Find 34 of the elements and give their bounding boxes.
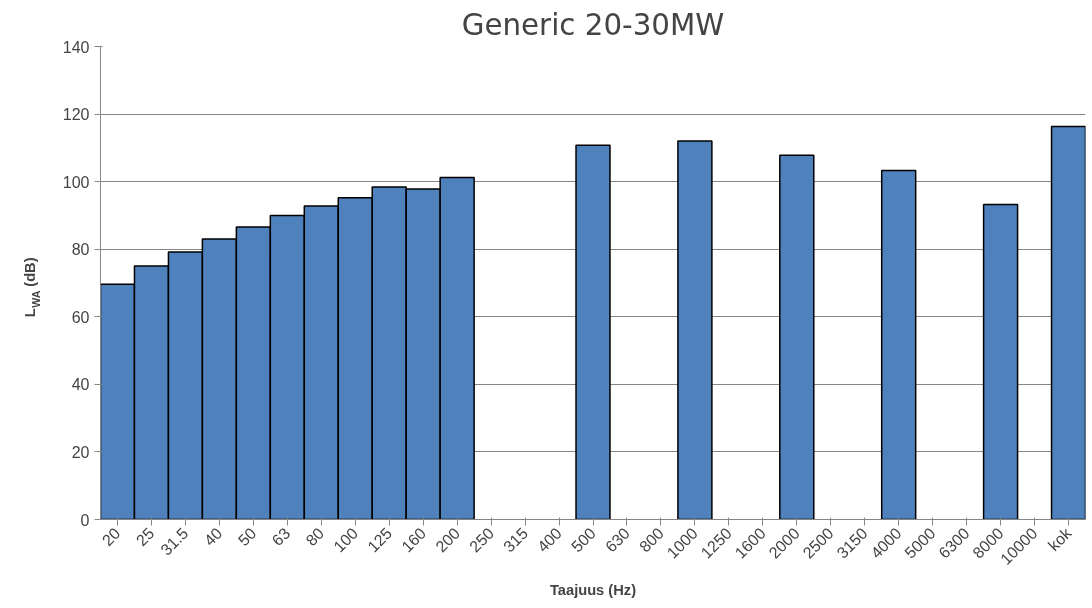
x-tick-label: 315 (500, 524, 532, 556)
y-tick-label: 120 (62, 106, 90, 124)
bar (880, 169, 917, 520)
x-tick-label: 80 (302, 524, 328, 550)
x-tick-label: kok (1044, 523, 1076, 555)
x-tick-label: 63 (268, 524, 294, 550)
x-tick-label: 25 (132, 524, 158, 550)
x-tick-label: 100 (330, 524, 362, 556)
chart-title: Generic 20-30MW (461, 7, 725, 42)
x-axis-title: Taajuus (Hz) (549, 581, 637, 598)
x-tick-label: 500 (568, 524, 600, 556)
y-axis-title: LWA (dB) (21, 257, 42, 318)
bar (677, 140, 713, 520)
bar (1050, 125, 1086, 520)
bar (779, 154, 815, 520)
x-tick-label: 40 (200, 524, 226, 550)
y-tick-label: 80 (71, 241, 90, 259)
y-tick-label: 60 (71, 308, 90, 326)
x-tick-label: 800 (636, 524, 668, 556)
x-tick-label: 160 (398, 524, 430, 556)
x-tick-label: 200 (432, 524, 464, 556)
x-tick-label: 630 (602, 524, 634, 556)
x-tick-label: 50 (234, 524, 260, 550)
x-tick-label: 20 (98, 524, 124, 550)
x-tick-label: 125 (364, 524, 396, 556)
y-tick-label: 40 (71, 376, 90, 394)
x-tick-label: 250 (466, 524, 498, 556)
bar (982, 203, 1019, 520)
bar (575, 144, 611, 520)
y-tick-label: 100 (62, 173, 90, 191)
y-tick-label: 20 (71, 443, 90, 461)
y-tick-label: 140 (62, 38, 90, 56)
x-tick-label: 400 (534, 524, 566, 556)
y-tick-label: 0 (80, 511, 90, 529)
